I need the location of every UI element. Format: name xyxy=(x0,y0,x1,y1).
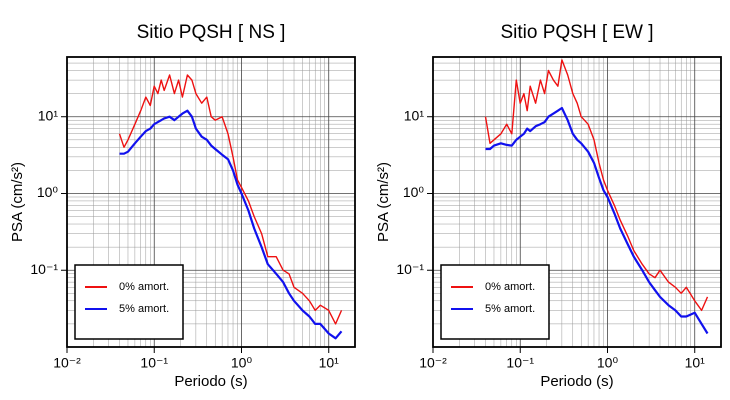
legend-box xyxy=(440,264,550,340)
legend-label: 0% amort. xyxy=(119,281,169,293)
y-tick-label: 10⁻¹ xyxy=(396,261,424,277)
x-tick-label: 10⁰ xyxy=(231,355,253,371)
series-line xyxy=(119,109,343,340)
y-tick-label: 10¹ xyxy=(38,107,59,123)
x-tick-label: 10⁻¹ xyxy=(140,355,168,371)
x-axis-label: Periodo (s) xyxy=(540,373,613,390)
series-line xyxy=(484,59,709,312)
y-tick-label: 10⁰ xyxy=(37,184,59,200)
x-tick-label: 10⁰ xyxy=(597,355,619,371)
legend-label: 5% amort. xyxy=(119,303,169,315)
series-line xyxy=(118,74,343,325)
x-tick-label: 10⁻² xyxy=(53,355,81,371)
y-axis-label: PSA (cm/s²) xyxy=(375,162,392,242)
x-tick-label: 10¹ xyxy=(685,355,706,371)
plot-frame xyxy=(66,56,356,348)
legend-label: 5% amort. xyxy=(485,303,535,315)
chart-title: Sitio PQSH [ EW ] xyxy=(500,22,653,43)
plot-frame xyxy=(432,56,722,348)
chart-title: Sitio PQSH [ NS ] xyxy=(137,22,286,43)
x-tick-label: 10⁻² xyxy=(419,355,447,371)
y-tick-label: 10¹ xyxy=(404,107,425,123)
legend-box xyxy=(74,264,184,340)
legend-label: 0% amort. xyxy=(485,281,535,293)
y-tick-label: 10⁰ xyxy=(403,184,425,200)
x-tick-label: 10¹ xyxy=(319,355,340,371)
y-axis-label: PSA (cm/s²) xyxy=(9,162,26,242)
y-tick-label: 10⁻¹ xyxy=(30,261,58,277)
x-axis-label: Periodo (s) xyxy=(174,373,247,390)
x-tick-label: 10⁻¹ xyxy=(506,355,534,371)
series-line xyxy=(485,106,709,335)
